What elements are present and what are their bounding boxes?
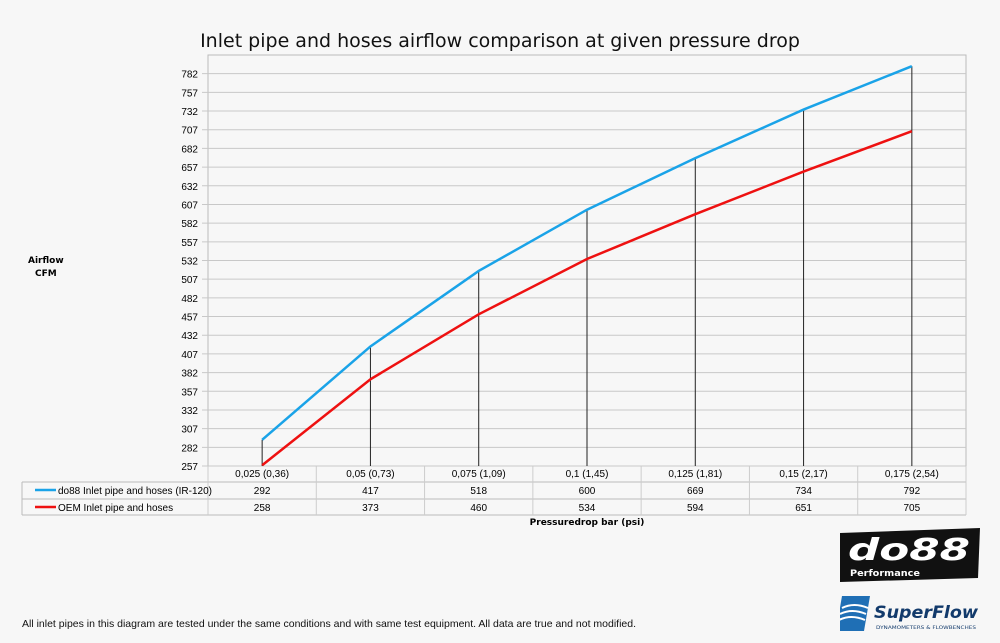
data-value: 373 <box>362 503 379 514</box>
data-value: 600 <box>579 486 596 497</box>
x-axis-label: Pressuredrop bar (psi) <box>529 518 645 528</box>
data-value: 417 <box>362 486 379 497</box>
data-value: 292 <box>254 486 271 497</box>
data-value: 705 <box>904 503 921 514</box>
y-tick-label: 607 <box>181 200 198 211</box>
data-value: 594 <box>687 503 704 514</box>
y-tick-label: 732 <box>181 107 198 118</box>
superflow-logo-text: SuperFlow <box>874 603 978 623</box>
y-tick-label: 482 <box>181 294 198 305</box>
y-tick-label: 282 <box>181 443 198 454</box>
y-tick-label: 632 <box>181 182 198 193</box>
y-tick-label: 657 <box>181 163 198 174</box>
do88-logo-subtext: Performance <box>850 569 920 579</box>
y-tick-label: 707 <box>181 126 198 137</box>
y-tick-label: 682 <box>181 144 198 155</box>
y-tick-label: 457 <box>181 313 198 324</box>
superflow-logo-subtext: DYNAMOMETERS & FLOWBENCHES <box>876 625 976 631</box>
y-label-line: Airflow <box>28 256 64 266</box>
data-value: 792 <box>904 486 921 497</box>
superflow-logo-mark <box>840 596 870 631</box>
y-tick-label: 407 <box>181 350 198 361</box>
chart-title: Inlet pipe and hoses airflow comparison … <box>200 30 800 52</box>
y-tick-label: 507 <box>181 275 198 286</box>
y-label-line: CFM <box>34 269 57 279</box>
x-tick-label: 0,125 (1,81) <box>668 469 722 480</box>
data-value: 734 <box>795 486 812 497</box>
logos: do88 Performance SuperFlow DYNAMOMETERS … <box>840 528 990 640</box>
data-value: 651 <box>795 503 812 514</box>
data-value: 460 <box>470 503 487 514</box>
legend-label: OEM Inlet pipe and hoses <box>58 503 173 514</box>
y-tick-label: 582 <box>181 219 198 230</box>
legend-label: do88 Inlet pipe and hoses (IR-120) <box>58 486 212 497</box>
y-tick-label: 757 <box>181 88 198 99</box>
y-tick-label: 432 <box>181 331 198 342</box>
data-value: 534 <box>579 503 596 514</box>
y-tick-label: 307 <box>181 425 198 436</box>
x-tick-label: 0,05 (0,73) <box>346 469 394 480</box>
x-tick-label: 0,175 (2,54) <box>885 469 939 480</box>
y-tick-label: 782 <box>181 70 198 81</box>
x-tick-label: 0,1 (1,45) <box>566 469 609 480</box>
y-tick-label: 532 <box>181 257 198 268</box>
y-axis-label: Airflow CFM <box>28 255 64 281</box>
y-tick-label: 257 <box>181 462 198 473</box>
data-value: 518 <box>470 486 487 497</box>
x-tick-label: 0,025 (0,36) <box>235 469 289 480</box>
do88-logo-text: do88 <box>848 533 970 568</box>
y-tick-label: 382 <box>181 369 198 380</box>
y-tick-label: 332 <box>181 406 198 417</box>
y-tick-label: 357 <box>181 387 198 398</box>
do88-logo: do88 Performance SuperFlow DYNAMOMETERS … <box>840 528 980 631</box>
x-tick-label: 0,15 (2,17) <box>779 469 827 480</box>
y-tick-label: 557 <box>181 238 198 249</box>
footer-note: All inlet pipes in this diagram are test… <box>22 618 637 630</box>
data-value: 669 <box>687 486 704 497</box>
data-value: 258 <box>254 503 271 514</box>
x-tick-label: 0,075 (1,09) <box>452 469 506 480</box>
